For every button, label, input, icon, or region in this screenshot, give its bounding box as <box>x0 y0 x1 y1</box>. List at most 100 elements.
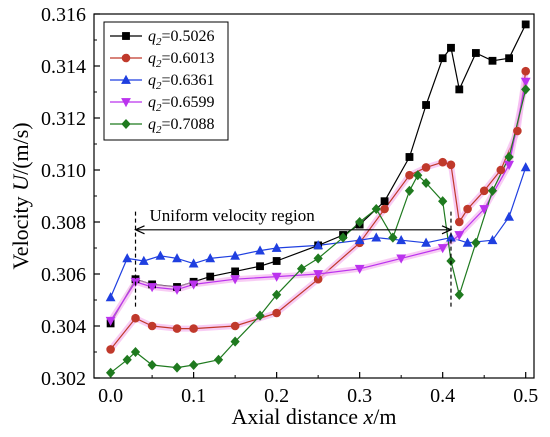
data-point <box>513 126 522 136</box>
data-point <box>371 232 382 242</box>
legend-marker <box>121 53 131 63</box>
y-axis-label-var: U <box>8 173 33 191</box>
legend-label-value: 0.6013 <box>171 50 215 67</box>
legend-label-var: q <box>148 72 156 89</box>
data-point <box>405 153 414 161</box>
x-axis-label-prefix: Axial distance <box>232 404 364 429</box>
legend-marker <box>121 74 131 84</box>
x-tick-label: 0.1 <box>181 385 206 407</box>
legend-label-value: 0.7088 <box>171 116 215 133</box>
data-point <box>205 253 216 263</box>
data-point <box>487 185 498 196</box>
legend-label-sub: 2 <box>156 124 162 136</box>
legend-label-value: 0.5026 <box>171 28 215 45</box>
data-point <box>172 285 182 295</box>
annotation-arrowhead-right <box>441 225 453 235</box>
data-point <box>388 232 398 243</box>
annotation: Uniform velocity region <box>134 206 453 308</box>
x-axis-label: Axial distance x/m <box>232 404 397 429</box>
data-point <box>272 289 282 300</box>
y-tick-label: 0.308 <box>41 212 86 234</box>
data-point <box>230 275 241 285</box>
data-point <box>230 250 241 260</box>
data-point <box>438 196 448 207</box>
data-point <box>396 234 407 245</box>
data-point <box>271 242 282 252</box>
annotation-arrowhead-left <box>134 225 145 235</box>
x-tick-label: 0.0 <box>98 385 123 407</box>
legend-label-eq: = <box>162 116 171 133</box>
y-tick-label: 0.302 <box>41 368 86 390</box>
y-tick-label: 0.310 <box>41 160 86 182</box>
data-point <box>438 54 447 63</box>
tick-labels: 0.0 0.1 0.2 0.3 0.4 0.5 0.302 0.304 0.306 0.308 0.… <box>41 4 538 407</box>
data-point <box>496 165 506 175</box>
data-point <box>521 20 530 29</box>
legend-item: q2=0.6599 <box>110 94 215 114</box>
data-point <box>230 321 240 331</box>
data-point <box>471 237 481 248</box>
legend-item: q2=0.5026 <box>110 28 215 48</box>
legend-label: q2=0.6013 <box>148 50 215 70</box>
data-point <box>230 336 240 347</box>
y-tick-label: 0.316 <box>41 4 86 26</box>
legend-label: q2=0.6361 <box>148 72 215 92</box>
data-point <box>454 231 465 241</box>
x-tick-label: 0.4 <box>430 385 455 407</box>
data-point <box>355 216 365 228</box>
data-point <box>455 85 464 94</box>
data-point <box>421 237 431 247</box>
data-point <box>147 359 157 371</box>
data-point <box>105 316 116 327</box>
legend-label-sub: 2 <box>156 102 162 114</box>
legend-label: q2=0.5026 <box>148 28 215 48</box>
legend-label-var: q <box>148 50 156 67</box>
legend-label-value: 0.6361 <box>171 72 215 89</box>
data-point <box>213 354 224 365</box>
data-point <box>122 253 133 263</box>
series-markers <box>105 20 531 378</box>
data-point <box>105 292 116 302</box>
data-point <box>172 362 182 373</box>
legend-label-eq: = <box>162 28 171 45</box>
data-point <box>446 160 456 170</box>
data-point <box>172 324 182 333</box>
data-point <box>354 234 365 245</box>
data-point <box>454 289 464 300</box>
legend-label-var: q <box>148 94 156 111</box>
legend-marker <box>121 98 131 108</box>
data-point <box>404 185 415 196</box>
data-point <box>354 264 365 275</box>
legend-item: q2=0.7088 <box>110 116 215 136</box>
y-tick-label: 0.304 <box>41 316 86 338</box>
data-point <box>131 313 140 323</box>
data-point <box>272 308 281 318</box>
x-tick-label: 0.3 <box>347 385 372 407</box>
data-point <box>188 258 199 268</box>
data-point <box>463 204 472 214</box>
x-tick-label: 0.2 <box>264 385 289 407</box>
legend-marker <box>122 32 130 40</box>
data-point <box>172 253 182 263</box>
y-tick-label: 0.312 <box>41 108 86 130</box>
data-point <box>231 267 240 276</box>
data-point <box>338 232 348 243</box>
data-point <box>504 151 514 163</box>
data-point <box>488 56 497 65</box>
legend-item: q2=0.6361 <box>110 72 215 92</box>
data-point <box>504 211 514 221</box>
data-point <box>521 66 530 76</box>
data-point <box>296 263 307 274</box>
data-point <box>479 186 489 196</box>
data-point <box>520 77 531 87</box>
x-axis-label-suffix: /m <box>373 404 396 429</box>
data-point <box>105 367 116 378</box>
data-point <box>487 234 498 245</box>
legend-label-var: q <box>148 28 156 45</box>
data-point <box>454 217 464 227</box>
legend-label: q2=0.6599 <box>148 94 215 114</box>
data-point <box>437 244 448 254</box>
data-point <box>313 253 323 264</box>
